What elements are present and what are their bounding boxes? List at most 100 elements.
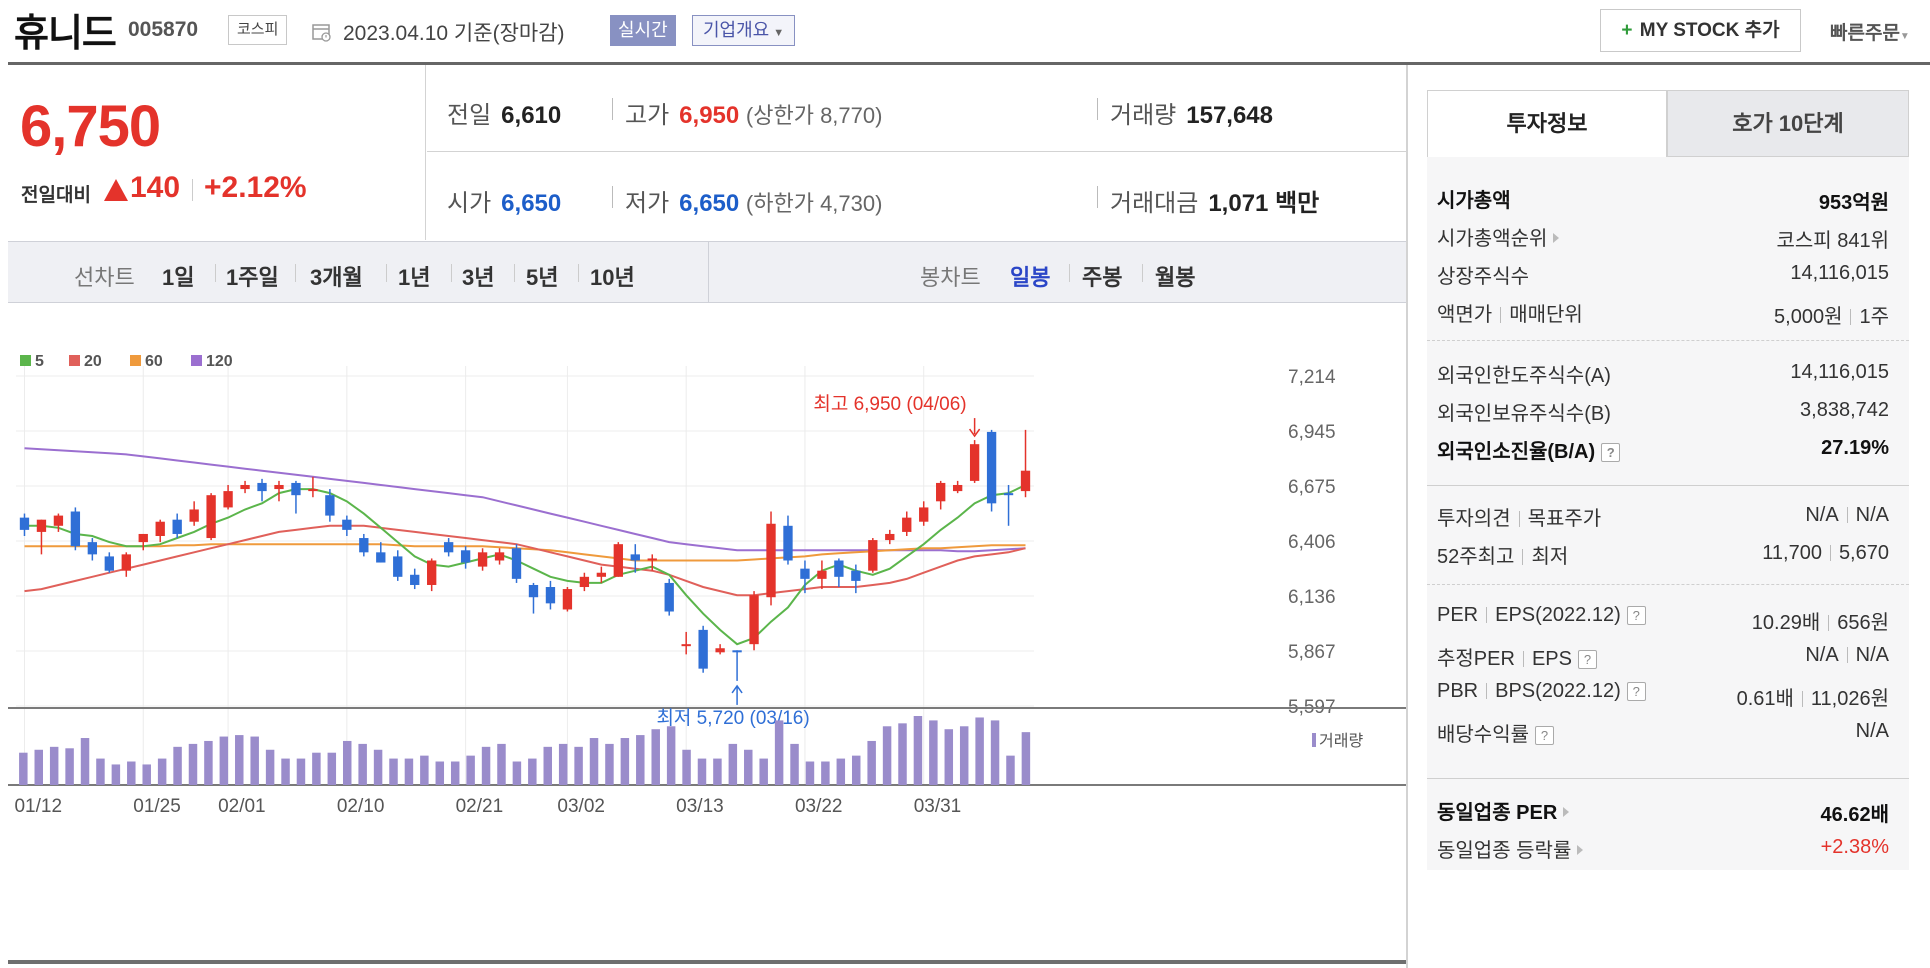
- candle-body: [121, 554, 131, 571]
- info-row-opinion: 투자의견 목표주가 N/A N/A: [1427, 496, 1909, 534]
- divider: [1522, 651, 1524, 667]
- foreign-limit-value: 14,116,015: [1790, 361, 1889, 383]
- tab-1d[interactable]: 1일: [162, 265, 195, 290]
- tab-1w[interactable]: 1주일: [226, 265, 279, 290]
- pbr-label: PBR BPS(2022.12)?: [1437, 680, 1646, 703]
- tab-10y[interactable]: 10년: [590, 265, 635, 290]
- market-cap-rank-text: 시가총액순위: [1437, 228, 1548, 250]
- divider: [1097, 186, 1098, 208]
- info-tabs: 투자정보 호가 10단계: [1427, 90, 1909, 157]
- volume-bar: [327, 752, 337, 785]
- realtime-button[interactable]: 실시간: [610, 15, 676, 46]
- quick-order-button[interactable]: 빠른주문▼: [1830, 18, 1910, 45]
- volume-bar: [80, 738, 90, 785]
- arrow-down-icon: [969, 428, 981, 438]
- opinion-text: 투자의견: [1437, 508, 1511, 530]
- x-tick-label: 01/12: [14, 796, 62, 817]
- add-my-stock-button[interactable]: + MY STOCK 추가: [1600, 9, 1801, 52]
- low-label: 저가: [625, 190, 670, 217]
- y-tick-label: 5,867: [1288, 642, 1336, 663]
- tab-monthly[interactable]: 월봉: [1155, 265, 1196, 290]
- info-row-market-cap-rank[interactable]: 시가총액순위 코스피 841위: [1427, 216, 1909, 254]
- candle-body: [274, 484, 284, 490]
- opinion-label: 투자의견 목표주가: [1437, 502, 1601, 531]
- price-chart[interactable]: 5 20 60 120 7,214 6,945 6,675 6,406 6,136 5,867 5,…: [8, 330, 1406, 960]
- candle-body: [834, 560, 844, 577]
- high-annotation: 최고 6,950 (04/06): [813, 393, 966, 415]
- target-text: 목표주가: [1527, 508, 1602, 530]
- bps-amount: 11,026원: [1810, 688, 1889, 710]
- base-date: 2023.04.10 기준(장마감): [343, 22, 565, 45]
- sector-change-value: +2.38%: [1820, 836, 1889, 858]
- volume-bar: [713, 758, 722, 785]
- divider: [1846, 507, 1848, 523]
- volume-bar: [898, 723, 907, 785]
- volume-bar: [404, 758, 414, 785]
- candle-body: [477, 552, 488, 567]
- tab-3y[interactable]: 3년: [462, 265, 495, 290]
- help-icon[interactable]: ?: [1626, 606, 1646, 625]
- par-label: 액면가 매매단위: [1437, 298, 1583, 327]
- w52-low-text: 최저: [1531, 546, 1569, 568]
- candle-body: [596, 572, 607, 577]
- info-row-sector-per[interactable]: 동일업종 PER 46.62배: [1427, 790, 1909, 828]
- est-per-label: 추정PER EPS?: [1437, 642, 1597, 671]
- volume-bar: [790, 743, 799, 785]
- volume-bar: [851, 755, 861, 785]
- opinion-value: N/A N/A: [1805, 504, 1889, 527]
- tab-orderbook-10[interactable]: 호가 10단계: [1667, 90, 1909, 157]
- candle-body: [647, 558, 657, 561]
- volume-bar: [1006, 755, 1015, 785]
- tab-daily[interactable]: 일봉: [1010, 265, 1051, 290]
- tab-1y[interactable]: 1년: [398, 265, 431, 290]
- help-icon[interactable]: ?: [1535, 726, 1554, 745]
- candle-body: [342, 519, 352, 530]
- tab-weekly[interactable]: 주봉: [1082, 265, 1123, 290]
- market-cap-rank-value: 코스피 841위: [1776, 230, 1889, 252]
- volume-bar: [312, 752, 321, 785]
- stock-header: 휴니드 005870 코스피 2023.04.10 기준(장마감) 실시간 기업…: [0, 0, 1930, 65]
- w52-high-amount: 11,700: [1762, 542, 1822, 564]
- volume-legend-swatch: [1312, 733, 1316, 747]
- unit-text: 매매단위: [1509, 304, 1583, 326]
- ma60-line: [24, 543, 1026, 562]
- volume-bar: [821, 761, 830, 785]
- help-icon[interactable]: ?: [1626, 682, 1646, 701]
- plus-icon: +: [1621, 20, 1633, 41]
- tab-5y[interactable]: 5년: [526, 265, 559, 290]
- candle-body: [783, 525, 793, 561]
- pbr-text: PBR: [1437, 680, 1479, 702]
- sector-section: 동일업종 PER 46.62배 동일업종 등락률 +2.38%: [1427, 790, 1909, 866]
- info-row-est-per: 추정PER EPS? N/A N/A: [1427, 636, 1909, 674]
- tab-investment-info[interactable]: 투자정보: [1427, 90, 1667, 157]
- company-info-button[interactable]: 기업개요 ▼: [692, 15, 796, 46]
- candle-body: [664, 582, 674, 612]
- market-cap-label: 시가총액: [1437, 190, 1511, 212]
- candle-body: [36, 519, 47, 532]
- candle-body: [630, 554, 640, 561]
- legend-swatch: [69, 355, 80, 366]
- company-info-label: 기업개요: [703, 20, 770, 40]
- volume-bar: [697, 758, 707, 785]
- x-tick-label: 03/02: [557, 796, 605, 817]
- candle-body: [732, 650, 742, 653]
- volume-bar: [435, 761, 445, 785]
- est-per-value: N/A N/A: [1805, 644, 1889, 667]
- volume-bar: [235, 735, 244, 785]
- candle-body: [851, 570, 861, 581]
- x-tick-label: 02/01: [218, 796, 266, 817]
- info-row-pbr: PBR BPS(2022.12)? 0.61배 11,026원: [1427, 674, 1909, 712]
- price-panel: 6,750 전일대비 140 +2.12%: [8, 65, 426, 240]
- info-row-foreign-hold: 외국인보유주식수(B) 3,838,742: [1427, 391, 1909, 429]
- divider: [1801, 691, 1803, 707]
- tab-3m[interactable]: 3개월: [310, 265, 363, 290]
- valuation-section: PER EPS(2022.12)? 10.29배 656원 추정PER EPS? N/…: [1427, 598, 1909, 750]
- candle-body: [104, 556, 114, 571]
- info-row-sector-change[interactable]: 동일업종 등락률 +2.38%: [1427, 828, 1909, 866]
- foreign-ratio-label: 외국인소진율(B/A)?: [1437, 435, 1621, 464]
- price-chart-svg: 5 20 60 1207,2146,9456,6756,4066,1365,8675,…: [8, 353, 1406, 817]
- volume-bar: [96, 758, 105, 785]
- low-annotation: 최저 5,720 (03/16): [656, 707, 809, 729]
- help-icon[interactable]: ?: [1577, 650, 1597, 669]
- help-icon[interactable]: ?: [1601, 443, 1621, 462]
